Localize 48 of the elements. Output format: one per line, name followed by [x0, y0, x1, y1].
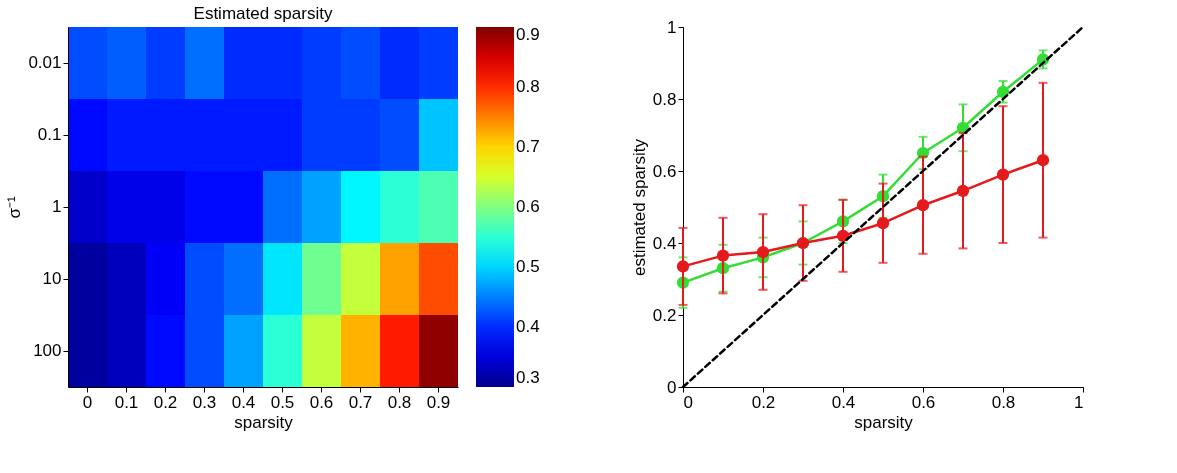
y-tick-label: 0.1 — [37, 125, 62, 144]
color-bar-label: 0.6 — [516, 197, 540, 216]
color-bar-label: 0.8 — [516, 77, 540, 96]
x-tick-label: 0 — [82, 392, 93, 412]
x-tick-label: 0.5 — [270, 392, 295, 412]
x-tick-label: 0.6 — [309, 392, 334, 412]
x-tick-label: 0.1 — [114, 392, 139, 412]
point — [876, 217, 890, 230]
y-tick-label: 0.8 — [652, 89, 677, 109]
color-bar-label: 0.5 — [516, 257, 540, 276]
point — [716, 249, 730, 262]
point — [996, 85, 1010, 98]
point — [996, 168, 1010, 181]
y-tick-label: 1 — [667, 17, 677, 37]
x-tick-label: 0 — [683, 392, 693, 412]
x-tick-label: 0.7 — [348, 392, 373, 412]
color-bar-label: 0.7 — [516, 137, 540, 156]
y-tick-label: 0.01 — [28, 53, 62, 72]
x-tick-label: 0.9 — [426, 392, 451, 412]
x-tick-label: 0.2 — [153, 392, 178, 412]
x-tick-label: 0.6 — [911, 392, 936, 412]
color-bar-label: 0.9 — [516, 25, 540, 44]
x-tick-label: 0.4 — [831, 392, 856, 412]
point — [1036, 154, 1050, 167]
y-tick-label: 0.4 — [652, 233, 677, 253]
point — [956, 184, 970, 197]
chart-title: Estimated sparsity — [193, 4, 333, 23]
y-tick-label: 0 — [667, 377, 677, 397]
color-bar-label: 0.3 — [516, 368, 540, 387]
y-tick-label: 0.6 — [652, 161, 677, 181]
x-axis-title: sparsity — [234, 412, 294, 432]
y-tick-label: 10 — [42, 269, 62, 288]
x-tick-label: 0.3 — [192, 392, 217, 412]
y-tick-label: 100 — [33, 341, 62, 360]
x-tick-label: 0.8 — [387, 392, 412, 412]
color-bar-label: 0.4 — [516, 317, 540, 336]
point — [916, 199, 930, 212]
x-tick-label: 0.2 — [751, 392, 776, 412]
x-tick-label: 0.4 — [231, 392, 256, 412]
y-tick-label: 1 — [52, 197, 62, 216]
point — [676, 260, 690, 273]
point — [756, 245, 770, 259]
y-axis-title: estimated sparsity — [629, 138, 649, 276]
x-tick-label: 1 — [1074, 392, 1084, 412]
x-axis-title: sparsity — [854, 412, 914, 432]
y-tick-label: 0.2 — [652, 305, 677, 325]
x-tick-label: 0.8 — [991, 392, 1016, 412]
y-axis-title: σ⁻¹ — [5, 196, 25, 219]
